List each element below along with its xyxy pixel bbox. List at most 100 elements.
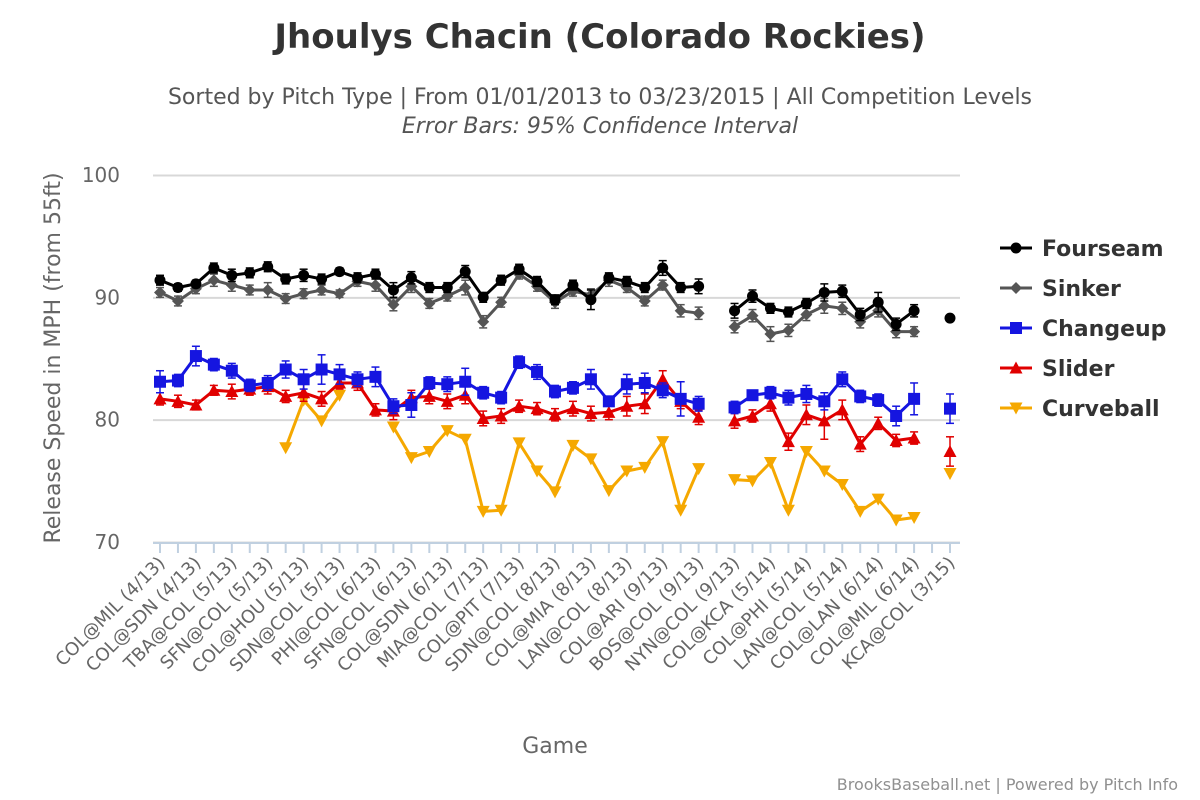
- data-point: [818, 395, 831, 408]
- data-point: [494, 409, 508, 422]
- data-point: [747, 290, 758, 302]
- data-point: [835, 403, 849, 416]
- legend-marker: [1010, 242, 1022, 254]
- y-axis-label: Release Speed in MPH (from 55ft): [41, 172, 66, 543]
- data-point: [477, 315, 490, 328]
- data-point: [279, 389, 293, 402]
- data-point: [818, 286, 830, 298]
- data-point: [584, 373, 597, 386]
- data-point: [620, 465, 634, 478]
- data-point: [872, 296, 884, 308]
- data-point: [207, 358, 220, 371]
- data-point: [280, 273, 292, 285]
- data-point: [495, 274, 507, 286]
- data-point: [746, 475, 759, 488]
- data-point: [405, 272, 417, 284]
- data-point: [405, 398, 418, 411]
- data-point: [602, 395, 615, 408]
- data-point: [423, 282, 435, 294]
- data-point: [548, 486, 562, 499]
- data-point: [513, 356, 526, 369]
- data-point: [835, 479, 849, 492]
- data-point: [154, 274, 166, 286]
- data-point: [476, 411, 490, 424]
- data-point: [907, 512, 921, 525]
- legend: Fourseam Sinker Changeup Slider Curveball: [1000, 237, 1166, 422]
- data-point: [746, 409, 759, 422]
- data-point: [621, 275, 633, 287]
- data-point: [817, 414, 831, 427]
- data-point: [513, 263, 525, 275]
- legend-marker: [1009, 361, 1023, 374]
- data-point: [477, 386, 490, 399]
- data-point: [352, 272, 363, 284]
- data-point: [279, 442, 293, 455]
- data-point: [171, 374, 184, 387]
- data-point: [836, 302, 849, 315]
- data-point: [764, 302, 776, 314]
- data-point: [207, 274, 220, 287]
- data-point: [459, 375, 472, 388]
- data-point: [316, 273, 328, 285]
- data-point: [423, 297, 436, 310]
- data-point: [818, 299, 831, 312]
- data-point: [763, 397, 777, 410]
- data-point: [764, 386, 777, 399]
- legend-label: Slider: [1042, 357, 1115, 382]
- legend-item-fourseam: Fourseam: [1000, 237, 1164, 262]
- data-point: [262, 261, 274, 273]
- legend-item-curveball: Curveball: [1000, 397, 1160, 422]
- data-point: [602, 405, 616, 418]
- data-point: [243, 283, 256, 296]
- data-point: [638, 295, 651, 308]
- data-point: [692, 397, 705, 410]
- data-point: [585, 294, 597, 306]
- data-point: [368, 403, 382, 416]
- data-point: [675, 282, 687, 294]
- chart-subtitle: Sorted by Pitch Type | From 01/01/2013 t…: [168, 85, 1032, 110]
- legend-marker: [1009, 402, 1023, 415]
- data-point: [889, 514, 903, 527]
- data-point: [261, 376, 274, 389]
- series-line: [286, 395, 950, 520]
- data-point: [531, 365, 544, 378]
- data-point: [333, 287, 346, 300]
- data-point: [781, 504, 795, 517]
- legend-item-slider: Slider: [1000, 357, 1115, 382]
- data-point: [567, 279, 579, 291]
- data-point: [729, 305, 741, 317]
- y-axis-ticks: 70 80 90 100: [82, 163, 120, 554]
- data-point: [908, 305, 920, 317]
- data-point: [566, 439, 580, 452]
- data-point: [297, 373, 310, 386]
- legend-label: Fourseam: [1042, 237, 1164, 262]
- data-point: [549, 294, 561, 306]
- data-point: [692, 463, 706, 476]
- data-point: [423, 376, 436, 389]
- data-point: [800, 308, 813, 321]
- data-point: [656, 436, 670, 449]
- data-point: [782, 306, 794, 318]
- data-point: [728, 474, 742, 487]
- data-point: [315, 363, 328, 376]
- data-point: [638, 376, 651, 389]
- data-point: [781, 435, 795, 448]
- data-point: [440, 394, 454, 407]
- data-point: [261, 283, 274, 296]
- data-point: [693, 280, 705, 292]
- data-point: [764, 328, 777, 341]
- series-changeup: [154, 345, 956, 427]
- data-point: [459, 266, 471, 278]
- data-point: [207, 383, 221, 396]
- data-point: [225, 385, 239, 398]
- data-point: [836, 285, 848, 297]
- data-point: [404, 452, 418, 465]
- data-point: [763, 456, 777, 469]
- legend-label: Changeup: [1042, 317, 1166, 342]
- chart-title: Jhoulys Chacin (Colorado Rockies): [272, 17, 925, 57]
- data-point: [530, 402, 544, 415]
- data-point: [602, 485, 616, 498]
- data-point: [244, 267, 256, 279]
- data-point: [854, 308, 866, 320]
